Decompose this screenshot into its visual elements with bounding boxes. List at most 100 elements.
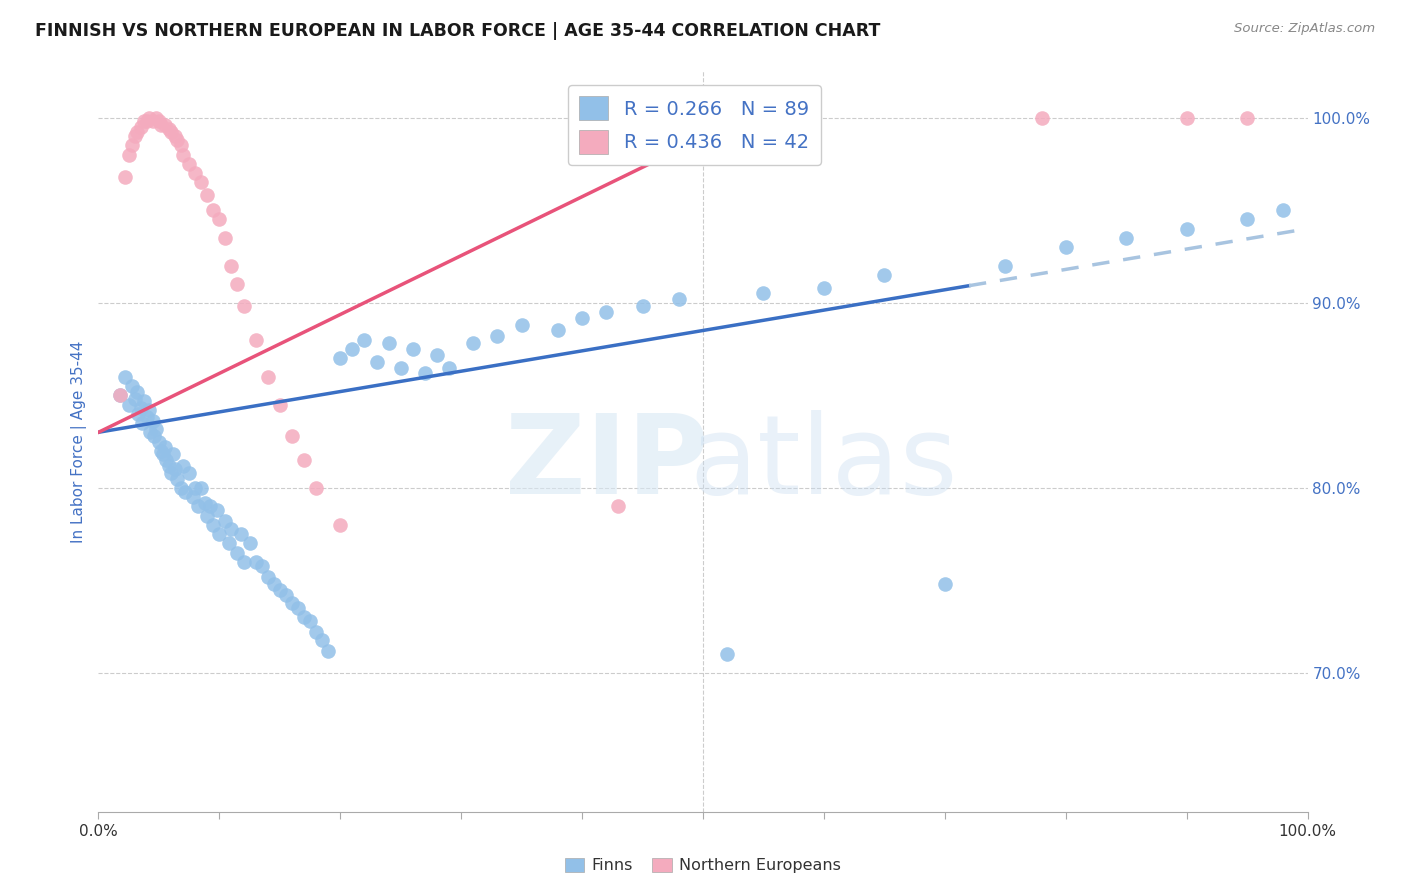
Point [150,118,173,132]
Point [214,514,236,528]
Point [1115,231,1137,245]
Point [226,546,249,560]
Point [274,588,297,602]
Point [172,147,194,161]
Point [1175,221,1198,235]
Point [281,429,304,443]
Point [184,166,207,180]
Point [366,355,388,369]
Point [166,133,188,147]
Point [142,414,165,428]
Point [281,596,304,610]
Point [437,360,460,375]
Point [221,522,243,536]
Point [571,310,593,325]
Point [129,120,152,134]
Point [292,610,315,624]
Point [169,138,191,153]
Point [187,500,209,514]
Point [311,632,333,647]
Point [135,114,157,128]
Point [342,342,364,356]
Point [1272,203,1295,218]
Point [316,643,339,657]
Point [190,481,212,495]
Point [305,481,328,495]
Point [121,138,143,153]
Point [221,259,243,273]
Point [143,429,166,443]
Point [752,286,775,301]
Text: atlas: atlas [690,410,957,517]
Point [157,458,180,473]
Point [134,114,156,128]
Point [179,466,201,480]
Point [129,401,152,416]
Point [934,577,956,591]
Point [232,555,254,569]
Point [124,392,146,406]
Point [127,407,149,421]
Point [169,481,191,495]
Point [127,384,149,399]
Point [150,443,173,458]
Y-axis label: In Labor Force | Age 35-44: In Labor Force | Age 35-44 [72,341,87,542]
Text: Source: ZipAtlas.com: Source: ZipAtlas.com [1234,22,1375,36]
Point [195,508,218,523]
Point [463,336,485,351]
Point [174,484,197,499]
Point [208,212,231,227]
Point [389,360,412,375]
Point [163,129,186,144]
Point [124,129,146,144]
Point [402,342,425,356]
Point [873,268,896,282]
Point [148,434,170,449]
Point [668,292,690,306]
Point [162,448,184,462]
Point [547,323,569,337]
Point [160,466,183,480]
Point [510,318,533,332]
Point [305,625,328,640]
Point [163,462,186,476]
Point [160,125,183,139]
Point [172,458,194,473]
Point [229,527,252,541]
Point [153,118,176,132]
Point [194,495,217,509]
Point [202,203,225,218]
Point [155,453,177,467]
Point [377,336,399,351]
Point [195,188,218,202]
Point [145,421,167,435]
Point [114,369,136,384]
Text: FINNISH VS NORTHERN EUROPEAN IN LABOR FORCE | AGE 35-44 CORRELATION CHART: FINNISH VS NORTHERN EUROPEAN IN LABOR FO… [35,22,880,40]
Point [121,379,143,393]
Point [232,300,254,314]
Point [218,536,240,550]
Point [245,333,267,347]
Point [1175,111,1198,125]
Point [138,403,160,417]
Legend: Finns, Northern Europeans: Finns, Northern Europeans [558,851,848,880]
Point [716,648,738,662]
Point [256,369,278,384]
Point [239,536,262,550]
Point [245,555,267,569]
Point [426,347,449,361]
Point [994,259,1017,273]
Point [108,388,131,402]
Point [148,114,170,128]
Point [486,329,509,343]
Point [198,500,221,514]
Point [152,448,174,462]
Point [131,416,153,430]
Point [114,169,136,184]
Point [139,425,162,440]
Point [299,614,322,628]
Point [190,175,212,190]
Point [181,490,204,504]
Point [179,157,201,171]
Point [134,393,156,408]
